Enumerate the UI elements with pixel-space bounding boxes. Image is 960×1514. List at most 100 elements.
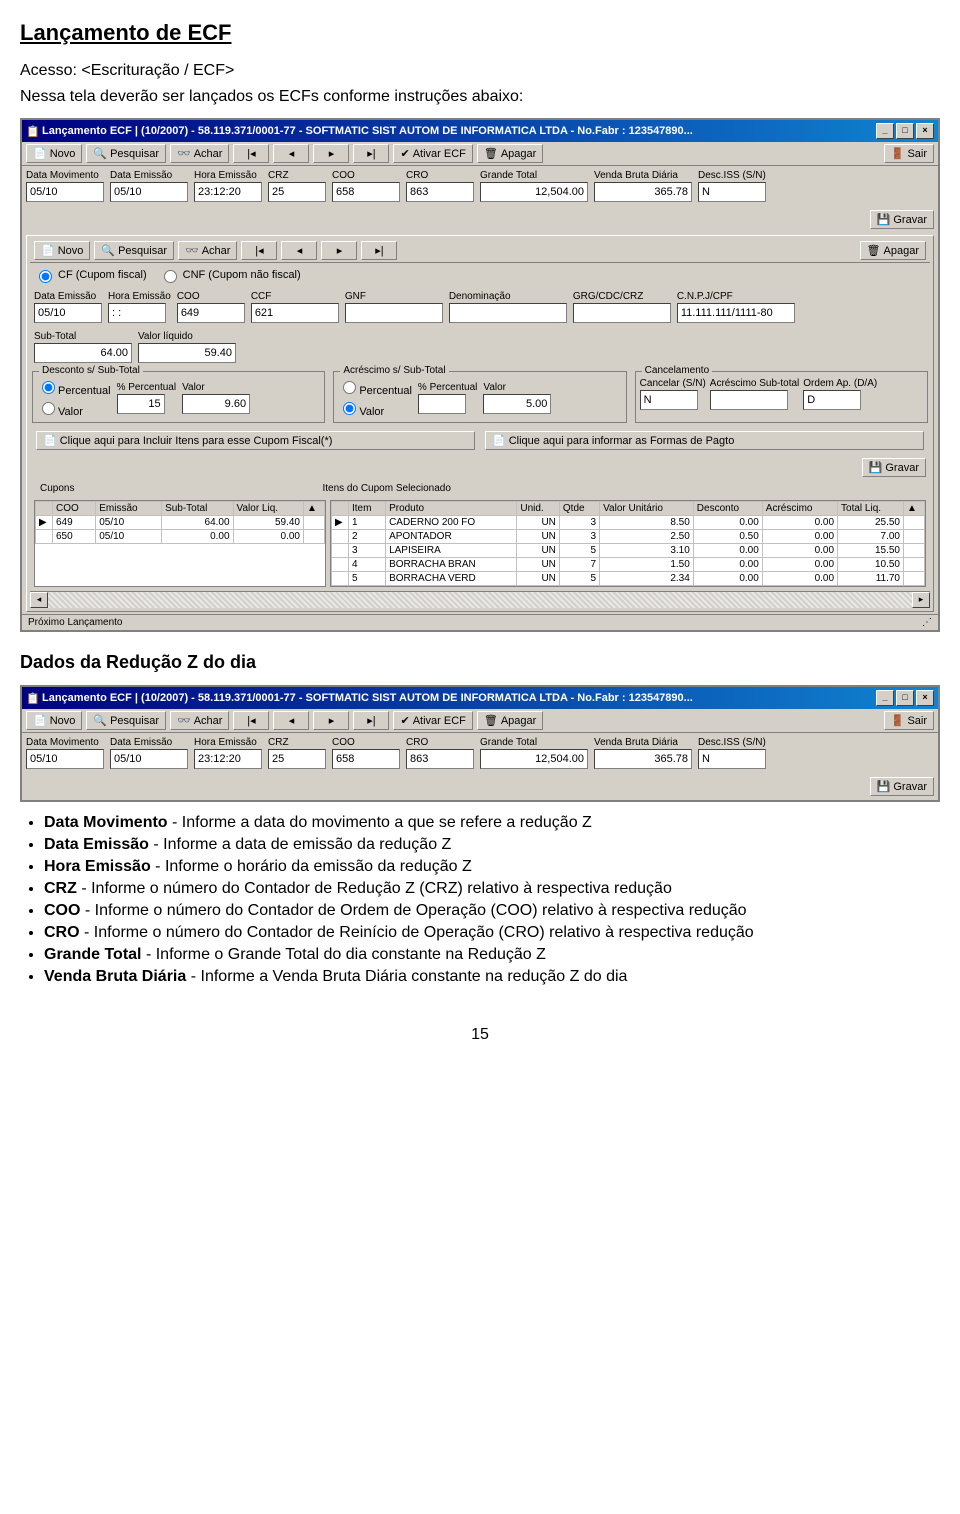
minimize-button-2[interactable]: _ bbox=[876, 690, 894, 706]
input-venda-bruta-2[interactable] bbox=[594, 749, 692, 769]
bullet-item: Data Emissão - Informe a data de emissão… bbox=[44, 836, 940, 854]
input-grande-total-2[interactable] bbox=[480, 749, 588, 769]
input-acr-sub[interactable] bbox=[710, 390, 788, 410]
ativar-ecf-button-2[interactable]: ✔Ativar ECF bbox=[393, 711, 472, 730]
apagar-button-2[interactable]: 🗑Apagar bbox=[477, 711, 543, 730]
resize-grip-icon[interactable]: ⋰ bbox=[922, 617, 932, 628]
label-acr-val: Valor bbox=[483, 382, 551, 394]
input-grande-total[interactable] bbox=[480, 182, 588, 202]
achar-button[interactable]: 👓Achar bbox=[170, 144, 229, 163]
nav-next-2[interactable]: ▸ bbox=[313, 711, 349, 730]
radio-cf[interactable]: CF (Cupom fiscal) bbox=[34, 267, 147, 283]
input-desc-pct[interactable] bbox=[117, 394, 165, 414]
novo-cupom-button[interactable]: 📄Novo bbox=[34, 241, 90, 260]
input-crz[interactable] bbox=[268, 182, 326, 202]
close-button-2[interactable]: × bbox=[916, 690, 934, 706]
input-hora-emi[interactable] bbox=[194, 182, 262, 202]
ativar-ecf-button[interactable]: ✔Ativar ECF bbox=[393, 144, 472, 163]
achar-button-2[interactable]: 👓Achar bbox=[170, 711, 229, 730]
achar-cupom-button[interactable]: 👓Achar bbox=[178, 241, 237, 260]
input-cancelar[interactable] bbox=[640, 390, 698, 410]
cupons-table[interactable]: COOEmissãoSub-TotalValor Liq.▲▶64905/106… bbox=[34, 500, 326, 587]
input-acr-val[interactable] bbox=[483, 394, 551, 414]
apagar-cupom-button[interactable]: 🗑Apagar bbox=[860, 241, 926, 260]
input-data-mov-2[interactable] bbox=[26, 749, 104, 769]
input-cupom-cnpj[interactable] bbox=[677, 303, 795, 323]
gravar-button-1[interactable]: 💾Gravar bbox=[870, 210, 934, 229]
input-data-mov[interactable] bbox=[26, 182, 104, 202]
horizontal-scrollbar[interactable]: ◂ ▸ bbox=[30, 591, 930, 608]
maximize-button[interactable]: □ bbox=[896, 123, 914, 139]
input-cupom-denom[interactable] bbox=[449, 303, 567, 323]
input-acr-pct[interactable] bbox=[418, 394, 466, 414]
input-cupom-hora-emi[interactable] bbox=[108, 303, 166, 323]
input-cupom-data-emi[interactable] bbox=[34, 303, 102, 323]
close-button[interactable]: × bbox=[916, 123, 934, 139]
nav-first-button[interactable]: |◂ bbox=[233, 144, 269, 163]
radio-acr-val[interactable]: Valor bbox=[338, 399, 412, 418]
radio-cnf-input[interactable] bbox=[164, 270, 177, 283]
input-crz-2[interactable] bbox=[268, 749, 326, 769]
apagar-button[interactable]: 🗑Apagar bbox=[477, 144, 543, 163]
nav-last-2[interactable]: ▸| bbox=[353, 711, 389, 730]
minimize-button[interactable]: _ bbox=[876, 123, 894, 139]
input-cupom-coo[interactable] bbox=[177, 303, 245, 323]
formas-pagto-link[interactable]: 📄Clique aqui para informar as Formas de … bbox=[485, 431, 924, 450]
cupom-nav-next[interactable]: ▸ bbox=[321, 241, 357, 260]
incluir-itens-link[interactable]: 📄Clique aqui para Incluir Itens para ess… bbox=[36, 431, 475, 450]
maximize-button-2[interactable]: □ bbox=[896, 690, 914, 706]
radio-desc-val[interactable]: Valor bbox=[37, 399, 111, 418]
pesquisar-cupom-button[interactable]: 🔍Pesquisar bbox=[94, 241, 174, 260]
scroll-track[interactable] bbox=[48, 592, 912, 608]
radio-cnf[interactable]: CNF (Cupom não fiscal) bbox=[159, 267, 301, 283]
radio-cf-input[interactable] bbox=[39, 270, 52, 283]
cupom-nav-last[interactable]: ▸| bbox=[361, 241, 397, 260]
input-cupom-ccf[interactable] bbox=[251, 303, 339, 323]
input-valor-liq[interactable] bbox=[138, 343, 236, 363]
input-coo[interactable] bbox=[332, 182, 400, 202]
input-venda-bruta[interactable] bbox=[594, 182, 692, 202]
label-cro: CRO bbox=[406, 170, 474, 182]
input-desc-iss[interactable] bbox=[698, 182, 766, 202]
nav-prev-button[interactable]: ◂ bbox=[273, 144, 309, 163]
input-coo-2[interactable] bbox=[332, 749, 400, 769]
itens-title: Itens do Cupom Selecionado bbox=[318, 481, 454, 496]
itens-table[interactable]: ItemProdutoUnid.QtdeValor UnitárioDescon… bbox=[330, 500, 926, 587]
novo-button[interactable]: 📄Novo bbox=[26, 144, 82, 163]
bullet-item: Grande Total - Informe o Grande Total do… bbox=[44, 946, 940, 964]
input-cupom-gnf[interactable] bbox=[345, 303, 443, 323]
input-ordem[interactable] bbox=[803, 390, 861, 410]
nav-prev-2[interactable]: ◂ bbox=[273, 711, 309, 730]
input-desc-val[interactable] bbox=[182, 394, 250, 414]
label-data-emi-2: Data Emissão bbox=[110, 737, 188, 749]
novo-button-2[interactable]: 📄Novo bbox=[26, 711, 82, 730]
nav-next-button[interactable]: ▸ bbox=[313, 144, 349, 163]
radio-acr-pct[interactable]: Percentual bbox=[338, 378, 412, 397]
bullet-item: COO - Informe o número do Contador de Or… bbox=[44, 902, 940, 920]
sair-button[interactable]: 🚪Sair bbox=[884, 144, 934, 163]
input-data-emi[interactable] bbox=[110, 182, 188, 202]
nav-last-button[interactable]: ▸| bbox=[353, 144, 389, 163]
input-cro-2[interactable] bbox=[406, 749, 474, 769]
input-subtotal[interactable] bbox=[34, 343, 132, 363]
sair-button-2[interactable]: 🚪Sair bbox=[884, 711, 934, 730]
cupom-nav-first[interactable]: |◂ bbox=[241, 241, 277, 260]
gravar-button-3[interactable]: 💾Gravar bbox=[870, 777, 934, 796]
label-cupom-hora-emi: Hora Emissão bbox=[108, 291, 171, 303]
input-data-emi-2[interactable] bbox=[110, 749, 188, 769]
status-text: Próximo Lançamento bbox=[28, 617, 123, 628]
cupom-nav-prev[interactable]: ◂ bbox=[281, 241, 317, 260]
pesquisar-button-2[interactable]: 🔍Pesquisar bbox=[86, 711, 166, 730]
scroll-right-button[interactable]: ▸ bbox=[912, 592, 930, 608]
gravar-button-2[interactable]: 💾Gravar bbox=[862, 458, 926, 477]
input-hora-emi-2[interactable] bbox=[194, 749, 262, 769]
pesquisar-button[interactable]: 🔍Pesquisar bbox=[86, 144, 166, 163]
input-desc-iss-2[interactable] bbox=[698, 749, 766, 769]
label-desc-val: Valor bbox=[182, 382, 250, 394]
radio-desc-pct[interactable]: Percentual bbox=[37, 378, 111, 397]
exit-icon: 🚪 bbox=[891, 714, 905, 727]
nav-first-2[interactable]: |◂ bbox=[233, 711, 269, 730]
input-cupom-grg[interactable] bbox=[573, 303, 671, 323]
input-cro[interactable] bbox=[406, 182, 474, 202]
scroll-left-button[interactable]: ◂ bbox=[30, 592, 48, 608]
